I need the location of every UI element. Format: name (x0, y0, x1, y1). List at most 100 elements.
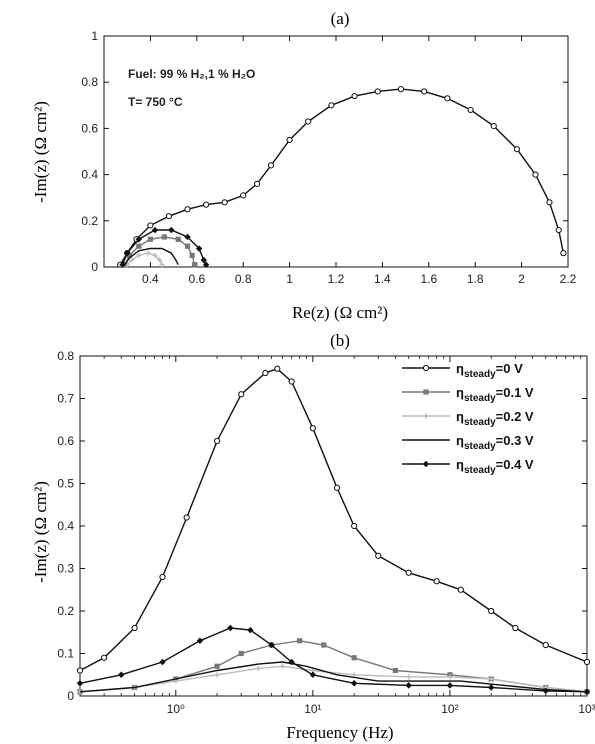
legend-marker-4 (422, 460, 430, 468)
series-0-point (583, 658, 591, 666)
series-4-point (405, 682, 412, 689)
y-tick-label: 1 (91, 29, 98, 43)
series-1-point (147, 236, 153, 242)
series-line-3 (124, 247, 179, 266)
series-line-0 (119, 88, 565, 266)
x-tick-label: 10² (441, 702, 458, 716)
series-0-point (309, 425, 316, 432)
series-2-point (447, 674, 453, 680)
series-0-point (184, 206, 191, 213)
series-line-3 (79, 661, 588, 693)
x-tick-label: 10¹ (304, 702, 321, 716)
series-4-point (135, 236, 142, 243)
series-0-point (490, 122, 497, 130)
y-tick-label: 0.8 (57, 349, 74, 363)
series-0-point (351, 92, 358, 100)
series-0-point (532, 171, 539, 178)
x-tick-label: 1.4 (374, 272, 391, 286)
series-0-point (351, 522, 358, 530)
series-4-point (118, 671, 125, 678)
y-tick-label: 0.4 (81, 168, 98, 182)
series-4-point (268, 641, 275, 649)
legend-label-3: ηsteady=0.3 V (456, 433, 534, 452)
series-1-point (214, 663, 220, 669)
panel-b-label: (b) (330, 331, 350, 350)
series-0-point (488, 607, 495, 615)
series-1-point (175, 236, 181, 242)
series-4-point (288, 658, 295, 666)
series-4-point (487, 684, 495, 691)
series-0-point (274, 365, 281, 372)
y-tick-label: 0.7 (57, 392, 74, 406)
series-0-point (267, 162, 275, 169)
x-tick-label: 1.8 (467, 272, 484, 286)
series-1-point (392, 667, 398, 674)
series-2-point (488, 676, 494, 682)
series-0-point (555, 226, 562, 234)
series-4-point (159, 658, 166, 666)
series-0-point (165, 213, 173, 220)
panel-b-ylabel: -Im(z) (Ω cm²) (31, 481, 50, 583)
x-tick-label: 0.8 (235, 272, 252, 286)
series-0-point (288, 378, 295, 385)
series-4-point (247, 626, 254, 634)
series-0-point (457, 586, 464, 593)
y-tick-label: 0.6 (57, 434, 74, 448)
panel-a-ylabel: -Im(z) (Ω cm²) (31, 101, 50, 203)
series-2-point (145, 250, 151, 256)
series-0-point (560, 250, 567, 257)
series-1-point (184, 243, 191, 249)
series-0-point (240, 192, 247, 199)
y-tick-label: 0 (67, 689, 74, 703)
annotation-temperature: T= 750 °C (128, 95, 183, 109)
series-4-point (309, 671, 317, 678)
x-tick-label: 1.2 (328, 272, 345, 286)
series-1-point (126, 252, 133, 259)
series-4-point (446, 682, 454, 689)
series-0-point (375, 552, 382, 559)
series-0-point (444, 95, 451, 102)
series-4-point (350, 680, 358, 687)
y-tick-label: 0.6 (81, 121, 98, 135)
panel-a-xlabel: Re(z) (Ω cm²) (292, 303, 388, 322)
series-1-point (351, 655, 357, 661)
panel-b-plot: 0 0.1 0.2 0.3 0.4 0.5 0.6 0.7 0.8 10⁰ 10¹ 10² 10³ (57, 349, 595, 716)
series-4-point (151, 226, 159, 234)
panel-b-legend: ηsteady=0 V ηsteady=0.1 V ηsteady=0.2 V ηst… (402, 361, 534, 476)
series-4-point (196, 637, 204, 644)
series-2-point (279, 663, 286, 669)
series-4-point (184, 233, 191, 241)
series-4-point (168, 226, 175, 234)
series-4-point (195, 245, 203, 252)
series-2-point (351, 672, 357, 678)
series-4-point (200, 256, 207, 264)
panel-a-label: (a) (331, 9, 350, 28)
y-tick-label: 0.3 (57, 562, 74, 576)
series-0-point (305, 118, 312, 125)
series-2-point (214, 672, 220, 678)
y-tick-label: 0.8 (81, 75, 98, 89)
legend-label-2: ηsteady=0.2 V (456, 409, 534, 428)
series-0-point (513, 146, 521, 153)
series-0-point (328, 102, 335, 109)
y-tick-label: 0.1 (57, 647, 74, 661)
series-2-point (129, 257, 135, 263)
legend-marker-2 (423, 413, 429, 419)
series-2-point (136, 252, 142, 259)
series-2-point (159, 262, 165, 268)
series-0-point (147, 222, 154, 229)
series-2-point (157, 257, 163, 263)
x-tick-label: 10⁰ (167, 702, 185, 716)
series-2-point (152, 252, 158, 259)
legend-label-4: ηsteady=0.4 V (456, 457, 534, 476)
series-0-point (159, 573, 166, 581)
y-tick-label: 0.5 (57, 477, 74, 491)
legend-marker-1 (423, 389, 429, 395)
legend-label-0: ηsteady=0 V (456, 361, 523, 380)
series-0-point (421, 88, 428, 95)
series-1-point (161, 234, 167, 240)
series-1-point (189, 252, 195, 259)
annotation-fuel: Fuel: 99 % H₂,1 % H₂O (128, 67, 255, 81)
series-4-point (76, 680, 84, 687)
